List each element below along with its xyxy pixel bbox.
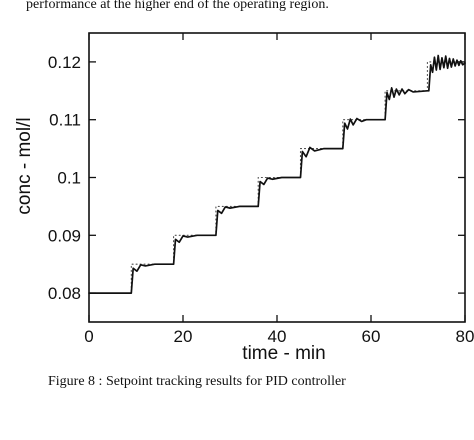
x-tick-label: 20 [174, 327, 193, 346]
figure-caption: Figure 8 : Setpoint tracking results for… [48, 374, 346, 389]
x-tick-label: 60 [362, 327, 381, 346]
x-tick-label: 80 [456, 327, 474, 346]
y-tick-label: 0.1 [57, 169, 81, 188]
y-tick-label: 0.12 [48, 53, 81, 72]
y-tick-label: 0.09 [48, 226, 81, 245]
x-tick-label: 0 [84, 327, 93, 346]
y-tick-label: 0.11 [49, 111, 81, 130]
y-axis: 0.08 0.09 0.1 0.11 0.12 [48, 53, 465, 303]
y-tick-label: 0.08 [48, 284, 81, 303]
response-series-line [88, 54, 466, 294]
intro-text: performance at the higher end of the ope… [26, 0, 329, 12]
x-axis-title: time - min [242, 343, 325, 364]
x-tick-label: 40 [268, 327, 287, 346]
setpoint-series-line [88, 61, 466, 294]
series-layer [88, 54, 466, 294]
x-axis: 0 20 40 60 80 [84, 33, 474, 346]
y-axis-title: conc - mol/l [14, 117, 35, 214]
